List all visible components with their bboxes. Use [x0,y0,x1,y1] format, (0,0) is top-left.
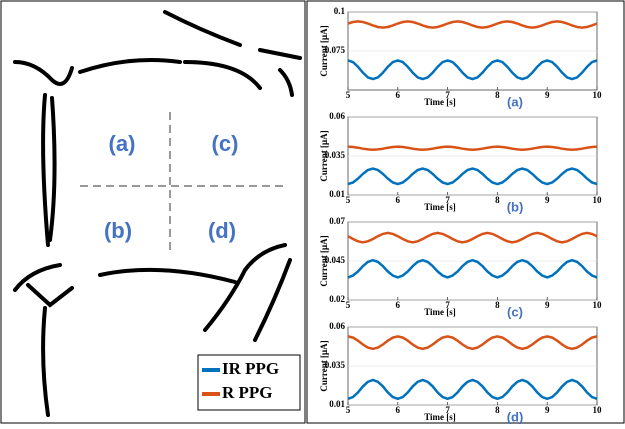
series-line [347,335,598,351]
x-tick-label: 5 [346,90,351,100]
x-tick-label: 8 [495,405,500,415]
x-axis-label: Time [s] [424,412,456,422]
x-tick-label: 7 [445,90,450,100]
legend-label: IR PPG [222,359,279,378]
x-tick-label: 8 [495,90,500,100]
x-tick-label: 8 [495,195,500,205]
series-line [347,378,598,401]
x-tick-label: 9 [545,195,550,205]
y-tick-label: 0.075 [325,45,346,55]
series-line [347,20,598,29]
x-tick-label: 6 [396,405,401,415]
x-tick-label: 5 [346,195,351,205]
caption: (a) [507,94,523,109]
x-axis-label: Time [s] [424,202,456,212]
x-axis-label: Time [s] [424,97,456,107]
y-tick-label: 0.02 [329,294,345,304]
caption: (b) [507,199,524,214]
y-tick-label: 0.07 [329,216,345,226]
body-sketch [13,10,302,417]
x-tick-label: 9 [545,300,550,310]
y-tick-label: 0.035 [325,360,346,370]
x-tick-label: 5 [346,405,351,415]
y-tick-label: 0.01 [329,189,345,199]
y-axis-label: Current [μA] [319,130,329,181]
y-axis-label: Current [μA] [319,25,329,76]
y-tick-label: 0.06 [329,111,345,121]
x-tick-label: 10 [593,90,603,100]
legend-label: R PPG [222,383,273,402]
region-label: (a) [109,131,136,156]
legend [197,354,301,411]
x-tick-label: 6 [396,195,401,205]
region-label: (b) [104,218,132,243]
x-tick-label: 7 [445,405,450,415]
series-line [347,167,598,186]
y-axis-label: Current [μA] [319,235,329,286]
y-tick-label: 0.06 [329,321,345,331]
x-tick-label: 7 [445,195,450,205]
x-tick-label: 7 [445,300,450,310]
x-tick-label: 10 [593,405,603,415]
y-axis-label: Current [μA] [319,340,329,391]
x-tick-label: 10 [593,300,603,310]
y-tick-label: 0.1 [334,6,346,16]
x-axis-label: Time [s] [424,307,456,317]
region-label: (d) [208,218,236,243]
caption: (c) [507,304,523,319]
x-tick-label: 6 [396,90,401,100]
x-tick-label: 8 [495,300,500,310]
x-tick-label: 9 [545,90,550,100]
x-tick-label: 10 [593,195,603,205]
x-tick-label: 5 [346,300,351,310]
y-tick-label: 0.045 [325,255,346,265]
series-line [347,258,598,279]
series-line [347,59,598,81]
series-line [347,231,598,244]
y-tick-label: 0.035 [325,150,346,160]
caption: (d) [507,409,524,424]
x-tick-label: 6 [396,300,401,310]
y-tick-label: 0.01 [329,399,345,409]
x-tick-label: 9 [545,405,550,415]
series-line [347,145,598,152]
region-label: (c) [212,131,239,156]
